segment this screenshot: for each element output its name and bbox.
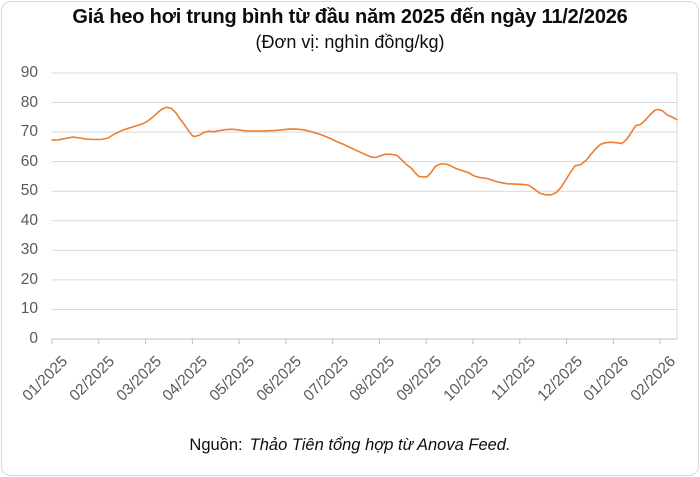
y-axis-tick-label: 10	[20, 300, 38, 318]
chart-subtitle: (Đơn vị: nghìn đồng/kg)	[255, 32, 445, 52]
y-axis-tick-label: 60	[20, 152, 38, 170]
price-line	[51, 106, 678, 196]
y-axis-tick-label: 30	[20, 241, 38, 259]
y-axis-tick-label: 70	[20, 123, 38, 141]
source-note: Nguồn: Thảo Tiên tổng hợp từ Anova Feed.	[0, 436, 700, 455]
y-axis-tick-label: 20	[20, 270, 38, 288]
y-axis-tick-label: 40	[20, 211, 38, 229]
chart-title: Giá heo hơi trung bình từ đầu năm 2025 đ…	[72, 6, 628, 28]
y-axis-tick-label: 50	[20, 182, 38, 200]
y-axis-tick-label: 80	[20, 93, 38, 111]
source-label: Nguồn:	[189, 436, 243, 454]
y-axis-tick-label: 90	[20, 64, 38, 81]
y-axis-tick-label: 0	[29, 330, 38, 347]
source-text: Thảo Tiên tổng hợp từ Anova Feed.	[249, 436, 511, 454]
